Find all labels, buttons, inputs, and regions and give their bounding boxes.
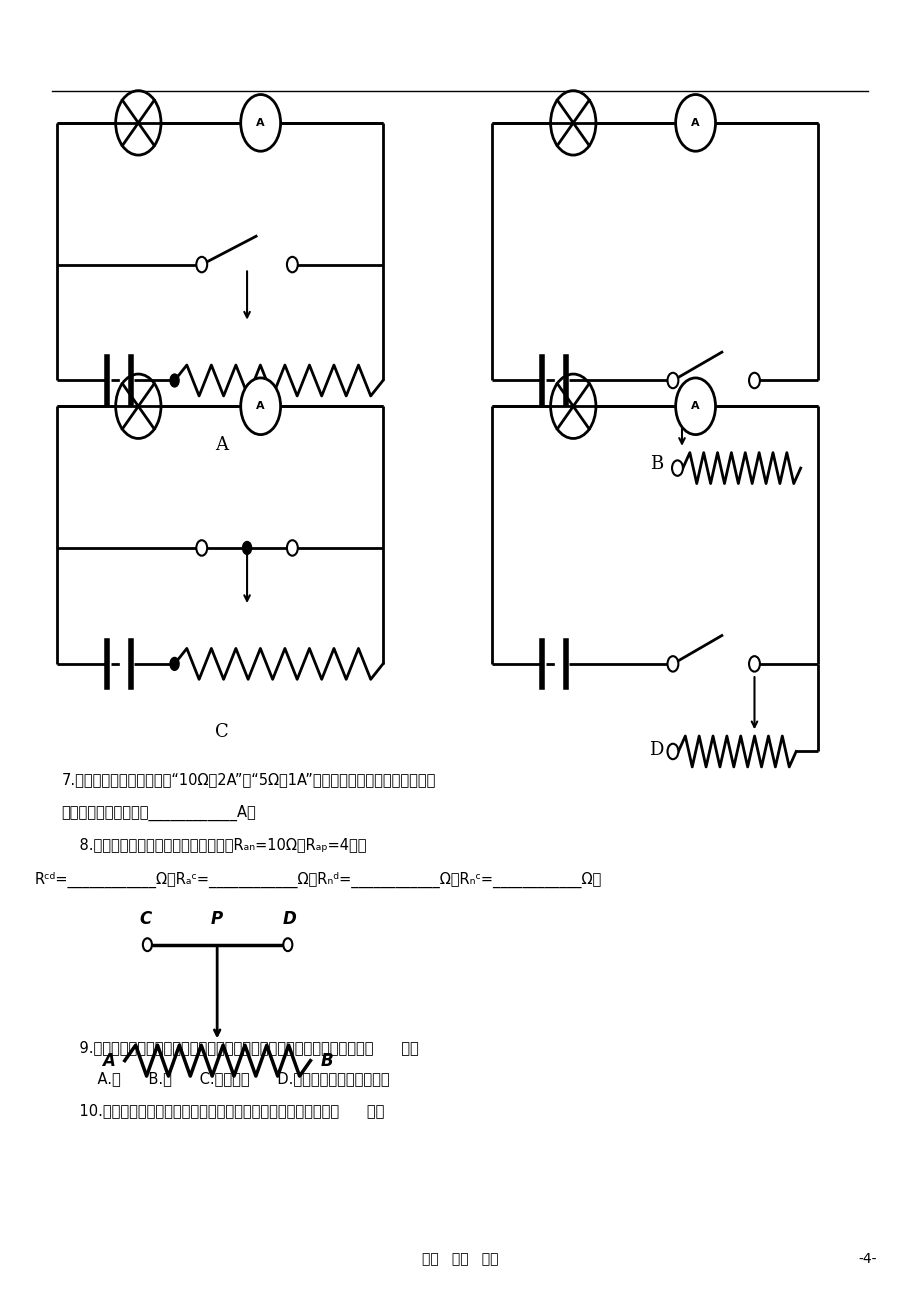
- Text: B: B: [320, 1052, 333, 1070]
- Circle shape: [243, 542, 251, 555]
- Text: A: A: [256, 401, 265, 411]
- Circle shape: [675, 378, 715, 435]
- Circle shape: [170, 658, 179, 671]
- Text: A: A: [690, 401, 699, 411]
- Text: A.铜      B.鐵      C.锰铜合金      D.铜、鐵、锰铜合金都一样: A.铜 B.鐵 C.锰铜合金 D.铜、鐵、锰铜合金都一样: [79, 1072, 390, 1086]
- Text: P: P: [210, 910, 223, 928]
- Circle shape: [142, 939, 152, 952]
- Circle shape: [667, 743, 677, 759]
- Text: -4-: -4-: [857, 1253, 876, 1266]
- Circle shape: [748, 372, 759, 388]
- Circle shape: [196, 540, 207, 556]
- Text: A: A: [102, 1052, 115, 1070]
- Text: D: D: [282, 910, 296, 928]
- Text: 7.有两只定値电阻分别标有“10Ω，2A”和“5Ω，1A”，若把它们串联起来，则电路中: 7.有两只定値电阻分别标有“10Ω，2A”和“5Ω，1A”，若把它们串联起来，则…: [62, 772, 436, 788]
- Text: C: C: [214, 723, 228, 741]
- Text: 用心   爱心   专心: 用心 爱心 专心: [421, 1253, 498, 1266]
- Text: 允许通过的最大电流是____________A。: 允许通过的最大电流是____________A。: [62, 805, 255, 822]
- Circle shape: [170, 374, 179, 387]
- Circle shape: [283, 939, 292, 952]
- Circle shape: [748, 656, 759, 672]
- Text: 10.如图所示，若滑片向右滑动，能使连入电路的电阻变大的是（      ）。: 10.如图所示，若滑片向右滑动，能使连入电路的电阻变大的是（ ）。: [62, 1103, 384, 1118]
- Text: Rᶜᵈ=____________Ω，Rₐᶜ=____________Ω，Rₙᵈ=____________Ω，Rₙᶜ=____________Ω。: Rᶜᵈ=____________Ω，Rₐᶜ=____________Ω，Rₙᵈ=…: [34, 872, 601, 888]
- Text: B: B: [650, 456, 663, 473]
- Text: D: D: [649, 741, 664, 759]
- Circle shape: [241, 378, 280, 435]
- Circle shape: [287, 540, 298, 556]
- Text: A: A: [690, 118, 699, 128]
- Circle shape: [667, 656, 677, 672]
- Text: C: C: [140, 910, 152, 928]
- Text: 9.在粗细相同的铜、鐵、锰铜合金之间选择做变阻器的电阻线，最好应选（      ）。: 9.在粗细相同的铜、鐵、锰铜合金之间选择做变阻器的电阻线，最好应选（ ）。: [62, 1040, 419, 1055]
- Circle shape: [196, 256, 207, 272]
- Circle shape: [287, 256, 298, 272]
- Circle shape: [671, 461, 682, 475]
- Text: 8.如右图所示，滑动变阻器各段电阻为Rₐₙ=10Ω，Rₐₚ=4，则: 8.如右图所示，滑动变阻器各段电阻为Rₐₙ=10Ω，Rₐₚ=4，则: [62, 837, 367, 852]
- Circle shape: [667, 372, 677, 388]
- Circle shape: [675, 95, 715, 151]
- Circle shape: [241, 95, 280, 151]
- Text: A: A: [215, 436, 228, 454]
- Text: A: A: [256, 118, 265, 128]
